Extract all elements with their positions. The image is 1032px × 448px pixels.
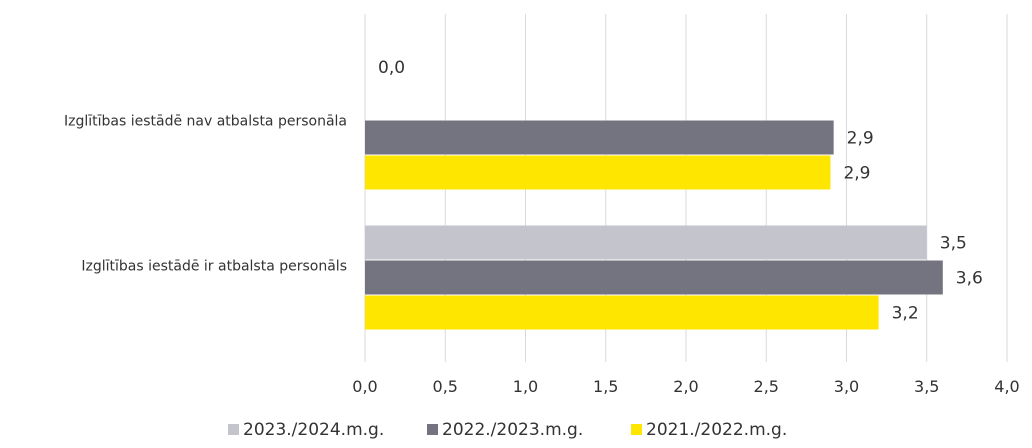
legend-label-0: 2023./2024.m.g. — [243, 420, 384, 440]
bar-1-2 — [365, 295, 879, 330]
data-label-1-0: 3,5 — [940, 234, 967, 254]
x-tick-label-5: 2,5 — [754, 377, 779, 396]
legend-swatch-2 — [631, 424, 642, 435]
bar-0-2 — [365, 155, 831, 190]
x-tick-label-0: 0,0 — [352, 377, 377, 396]
x-tick-label-8: 4,0 — [994, 377, 1019, 396]
bar-1-1 — [365, 260, 943, 295]
x-tick-label-4: 2,0 — [673, 377, 698, 396]
x-tick-label-6: 3,0 — [834, 377, 859, 396]
category-label-1: Izglītības iestādē ir atbalsta personāls — [81, 259, 347, 275]
legend-label-1: 2022./2023.m.g. — [442, 420, 583, 440]
x-tick-label-7: 3,5 — [914, 377, 939, 396]
legend-label-2: 2021./2022.m.g. — [646, 420, 787, 440]
data-label-0-0: 0,0 — [378, 58, 405, 78]
data-label-0-2: 2,9 — [843, 164, 870, 184]
x-tick-label-3: 1,5 — [593, 377, 618, 396]
legend-swatch-0 — [228, 424, 239, 435]
category-label-0: Izglītības iestādē nav atbalsta personāl… — [64, 114, 347, 130]
data-label-1-1: 3,6 — [956, 269, 983, 289]
bar-1-0 — [365, 225, 927, 260]
data-label-1-2: 3,2 — [892, 304, 919, 324]
data-label-0-1: 2,9 — [847, 129, 874, 149]
x-tick-label-1: 0,5 — [433, 377, 458, 396]
bar-0-1 — [365, 120, 834, 155]
x-tick-label-2: 1,0 — [513, 377, 538, 396]
legend-swatch-1 — [427, 424, 438, 435]
